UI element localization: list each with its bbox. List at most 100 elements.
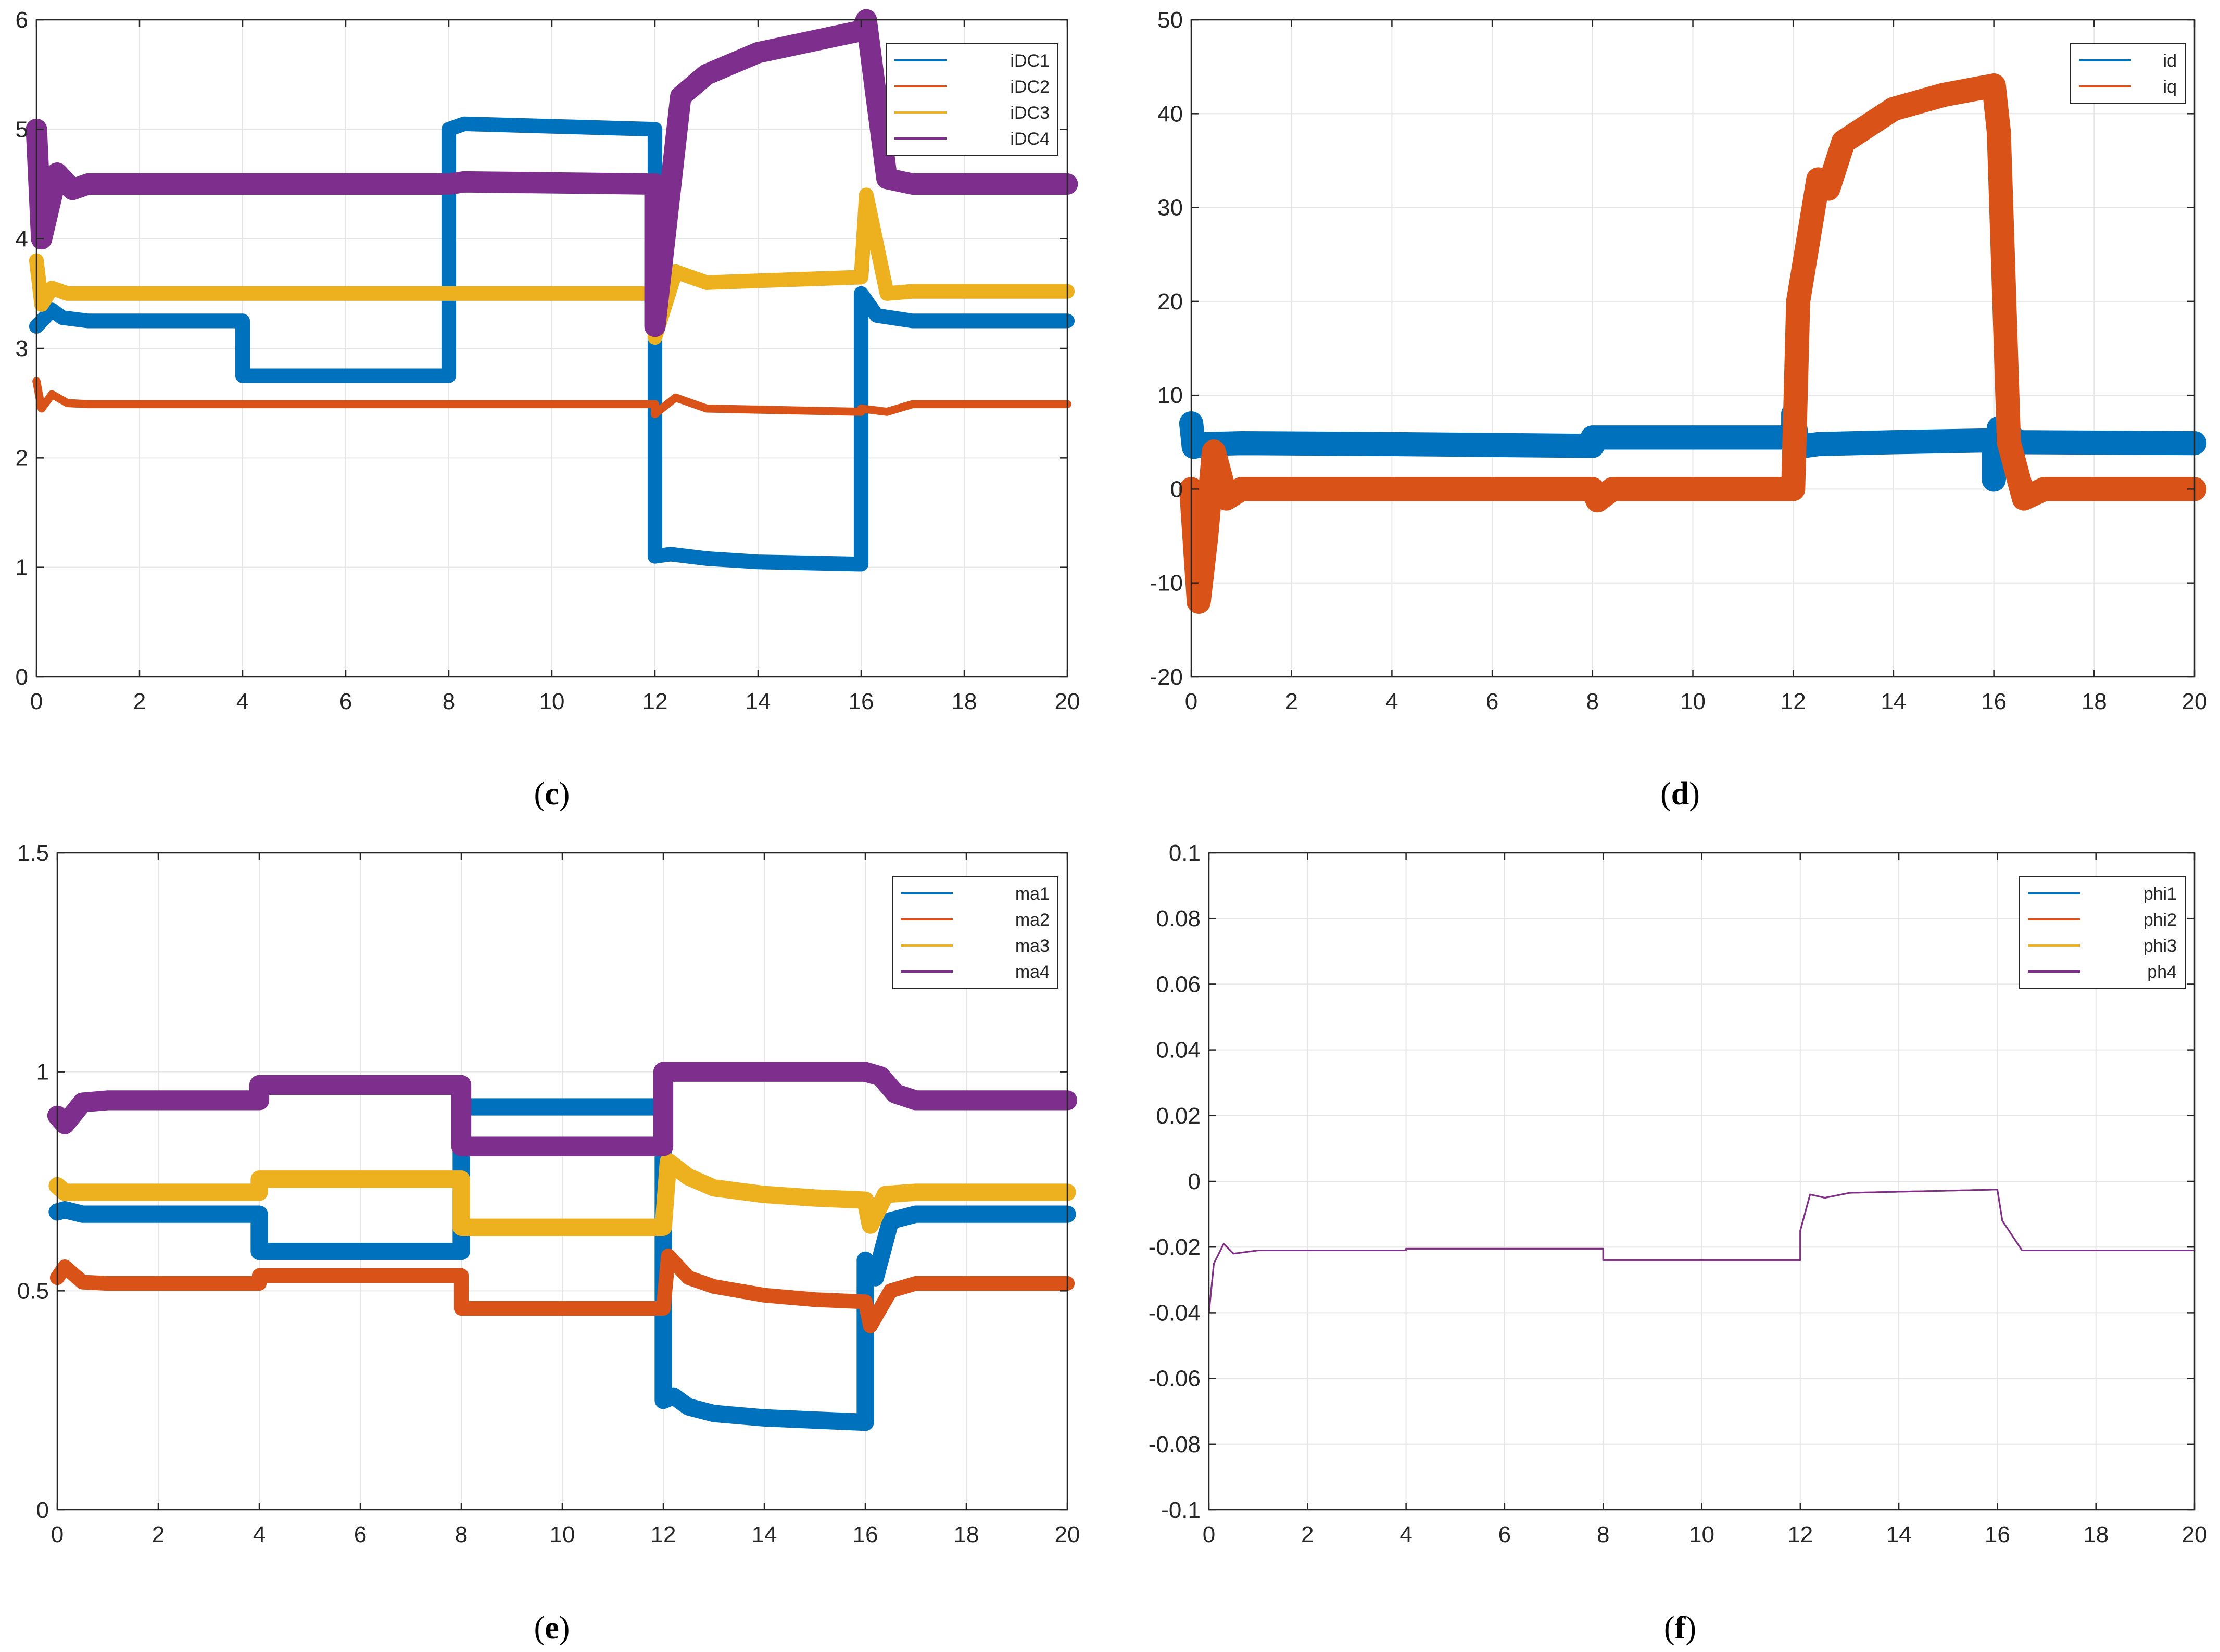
- caption-letter: c: [545, 776, 559, 812]
- y-tick-label: -10: [1150, 571, 1183, 596]
- legend-label-ma2: ma2: [1015, 910, 1050, 930]
- x-tick-label: 6: [1486, 689, 1498, 714]
- legend-label-ph4: ph4: [2147, 962, 2177, 982]
- y-tick-label: 6: [16, 7, 28, 33]
- chart-d: 0 2 4 6 8 10 12 14 16 18 20 -20 -10 0 10 20 30 40 50 id iq (d…: [1150, 7, 2207, 812]
- caption-close: ): [559, 1610, 570, 1646]
- x-tick-label: 20: [1055, 1522, 1080, 1547]
- x-tick-label: 12: [651, 1522, 676, 1547]
- legend-label-id: id: [2163, 51, 2177, 71]
- legend-label-iDC4: iDC4: [1010, 129, 1050, 149]
- legend-box: [2019, 876, 2186, 989]
- x-tick-label: 16: [1985, 1522, 2010, 1547]
- legend-label-ma4: ma4: [1015, 962, 1050, 982]
- x-tick-label: 12: [1787, 1522, 1813, 1547]
- legend-box: [886, 43, 1058, 156]
- y-tick-label: 0.1: [1169, 840, 1201, 866]
- caption-letter: e: [545, 1610, 559, 1646]
- y-tick-label: 1: [36, 1060, 49, 1085]
- series-line-iDC4: [26, 9, 1078, 337]
- x-tick-label: 4: [253, 1522, 266, 1547]
- y-tick-label: 0.04: [1156, 1038, 1201, 1063]
- legend: id iq: [2070, 43, 2186, 104]
- x-tick-label: 16: [849, 689, 874, 714]
- legend-label-iDC2: iDC2: [1010, 77, 1050, 97]
- x-tick-label: 0: [51, 1522, 64, 1547]
- x-tick-label: 0: [1185, 689, 1197, 714]
- series-line-ma2: [49, 1248, 1075, 1333]
- chart-c: 0 2 4 6 8 10 12 14 16 18 200123456iDC1iDC2iDC3iDC4…: [16, 7, 1080, 812]
- x-tick-label: 6: [1498, 1522, 1511, 1547]
- y-tick-label: -0.08: [1149, 1432, 1201, 1457]
- y-tick-label: -0.06: [1149, 1366, 1201, 1392]
- x-tick-label: 6: [339, 689, 352, 714]
- x-tick-label: 2: [1285, 689, 1297, 714]
- chart-caption: (e): [534, 1610, 570, 1646]
- y-tick-label: 2: [16, 445, 28, 471]
- y-tick-label: 40: [1157, 101, 1183, 127]
- caption-letter: f: [1675, 1610, 1686, 1646]
- x-tick-label: 8: [455, 1522, 468, 1547]
- y-tick-label: -0.02: [1149, 1234, 1201, 1260]
- x-tick-label: 14: [752, 1522, 777, 1547]
- x-tick-label: 2: [152, 1522, 165, 1547]
- y-tick-label: 0.02: [1156, 1103, 1201, 1129]
- y-tick-label: 0.06: [1156, 972, 1201, 997]
- y-tick-label: 0: [36, 1497, 49, 1523]
- x-tick-label: 8: [443, 689, 455, 714]
- x-tick-label: 12: [642, 689, 668, 714]
- y-tick-label: 30: [1157, 195, 1183, 221]
- legend-label-phi2: phi2: [2143, 910, 2177, 930]
- x-tick-label: 8: [1586, 689, 1599, 714]
- x-tick-label: 16: [853, 1522, 878, 1547]
- caption-open: (: [1664, 1610, 1675, 1646]
- y-tick-label: 0: [1170, 476, 1183, 502]
- x-tick-label: 10: [550, 1522, 575, 1547]
- legend: ma1 ma2 ma3 ma4: [892, 876, 1058, 989]
- series-line-ma3: [48, 1153, 1076, 1236]
- x-tick-label: 16: [1981, 689, 2007, 714]
- caption-letter: d: [1671, 776, 1689, 812]
- caption-close: ): [559, 776, 570, 812]
- y-tick-label: -20: [1150, 664, 1183, 690]
- x-tick-label: 18: [2083, 1522, 2109, 1547]
- x-tick-label: 14: [1881, 689, 1906, 714]
- y-tick-label: 0: [16, 664, 28, 690]
- series-line-ma4: [47, 1062, 1078, 1156]
- y-tick-label: 0.5: [17, 1278, 49, 1304]
- y-tick-label: 1: [16, 555, 28, 581]
- caption-open: (: [1660, 776, 1671, 812]
- caption-close: ): [1685, 1610, 1696, 1646]
- y-tick-label: -0.04: [1149, 1300, 1201, 1326]
- chart-f: 0 2 4 6 8 10 12 14 16 18 20 -0.1 -0.08 -0.06 -0.04 -0.0…: [1149, 840, 2208, 1646]
- legend-box: [2070, 43, 2186, 104]
- legend-label-phi3: phi3: [2143, 936, 2177, 956]
- x-tick-label: 4: [236, 689, 249, 714]
- y-tick-label: 1.5: [17, 840, 49, 866]
- x-tick-label: 6: [354, 1522, 367, 1547]
- y-tick-label: 0.08: [1156, 906, 1201, 931]
- series-line-iDC1: [29, 116, 1075, 572]
- legend-label-ma1: ma1: [1015, 884, 1050, 904]
- x-tick-label: 14: [746, 689, 771, 714]
- y-tick-label: 10: [1157, 383, 1183, 408]
- legend-label-iq: iq: [2163, 77, 2177, 97]
- chart-caption: (f): [1664, 1610, 1696, 1646]
- chart-caption: (d): [1660, 776, 1700, 812]
- legend-label-iDC3: iDC3: [1010, 103, 1050, 123]
- x-tick-label: 10: [539, 689, 565, 714]
- x-tick-label: 20: [2182, 689, 2208, 714]
- x-tick-label: 12: [1781, 689, 1806, 714]
- y-tick-label: 5: [16, 117, 28, 142]
- series-line-ph4: [1208, 1189, 2196, 1314]
- x-tick-label: 4: [1399, 1522, 1412, 1547]
- x-tick-label: 20: [1055, 689, 1080, 714]
- y-tick-label: 4: [16, 226, 28, 252]
- x-tick-label: 4: [1385, 689, 1398, 714]
- caption-open: (: [534, 776, 545, 812]
- x-tick-label: 0: [1203, 1522, 1215, 1547]
- x-tick-label: 10: [1689, 1522, 1714, 1547]
- series-line-ma1: [48, 1098, 1076, 1431]
- x-tick-label: 18: [2082, 689, 2107, 714]
